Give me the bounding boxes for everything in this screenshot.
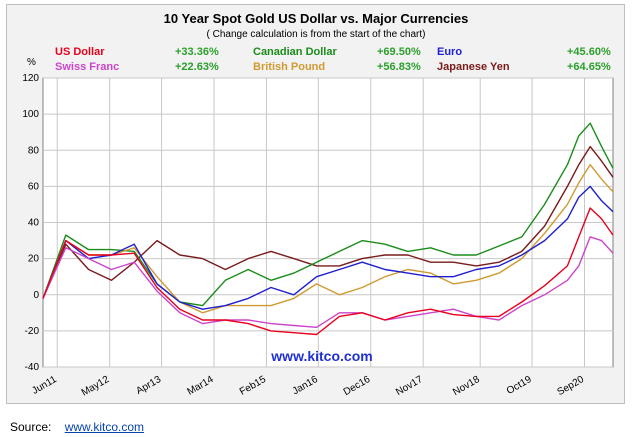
chart-subtitle: ( Change calculation is from the start o… <box>207 29 426 40</box>
y-tick-label: 100 <box>22 109 39 120</box>
legend-entry-change: +33.36% <box>175 46 219 58</box>
y-tick-label: 40 <box>28 218 40 229</box>
source-label: Source: <box>10 420 52 434</box>
x-tick-label: Dec16 <box>342 374 373 398</box>
legend-entry-change: +69.50% <box>377 46 421 58</box>
y-tick-label: 0 <box>33 290 39 301</box>
series-line-japanese-yen <box>42 145 614 299</box>
y-tick-label: -40 <box>25 362 40 373</box>
y-tick-label: 20 <box>28 254 40 265</box>
y-tick-label: 80 <box>28 145 40 156</box>
x-tick-label: Apr13 <box>134 374 163 397</box>
x-tick-label: Sep20 <box>555 374 586 398</box>
source-line: Source: www.kitco.com <box>10 420 144 434</box>
legend-entry-change: +22.63% <box>175 61 219 73</box>
x-tick-label: Mar14 <box>185 374 215 398</box>
chart-frame: 10 Year Spot Gold US Dollar vs. Major Cu… <box>6 4 625 404</box>
x-tick-label: Nov17 <box>394 374 425 398</box>
source-link[interactable]: www.kitco.com <box>64 420 145 434</box>
x-tick-label: Jun11 <box>30 374 59 397</box>
series-line-us-dollar <box>42 207 614 336</box>
legend-entry-change: +56.83% <box>377 61 421 73</box>
legend-entry-name: Swiss Franc <box>55 61 119 73</box>
y-tick-label: -20 <box>25 326 40 337</box>
series-lines <box>42 122 614 336</box>
x-axis: Jun11 May12 Apr13 Mar14 Feb15 Jan16 Dec16 Nov17… <box>30 374 586 399</box>
legend-entry-change: +64.65% <box>567 61 611 73</box>
series-line-canadian-dollar <box>42 122 614 307</box>
y-tick-label: 120 <box>22 73 39 84</box>
x-tick-label: Jan16 <box>291 374 320 397</box>
legend-entry-name: US Dollar <box>55 46 105 58</box>
legend-entry-change: +45.60% <box>567 46 611 58</box>
x-tick-label: Nov18 <box>451 374 482 398</box>
legend-entry-name: British Pound <box>253 61 325 73</box>
y-axis-label: % <box>27 57 36 68</box>
chart: 10 Year Spot Gold US Dollar vs. Major Cu… <box>22 11 614 399</box>
series-line-euro <box>42 185 614 310</box>
series-line-british-pound <box>42 163 614 314</box>
legend-entry-name: Japanese Yen <box>437 61 510 73</box>
chart-title: 10 Year Spot Gold US Dollar vs. Major Cu… <box>164 11 469 26</box>
y-tick-label: 60 <box>28 181 40 192</box>
y-axis: 120 100 80 60 40 20 0 -20 -40 <box>22 73 39 373</box>
x-tick-label: Feb15 <box>238 374 268 398</box>
watermark: www.kitco.com <box>270 348 372 364</box>
x-tick-label: Oct19 <box>505 374 534 397</box>
x-tick-label: May12 <box>80 374 112 399</box>
legend-entry-name: Euro <box>437 46 462 58</box>
legend-entry-name: Canadian Dollar <box>253 46 337 58</box>
series-line-swiss-franc <box>42 236 614 328</box>
legend: US Dollar +33.36% Canadian Dollar +69.50% Eu… <box>55 46 611 73</box>
